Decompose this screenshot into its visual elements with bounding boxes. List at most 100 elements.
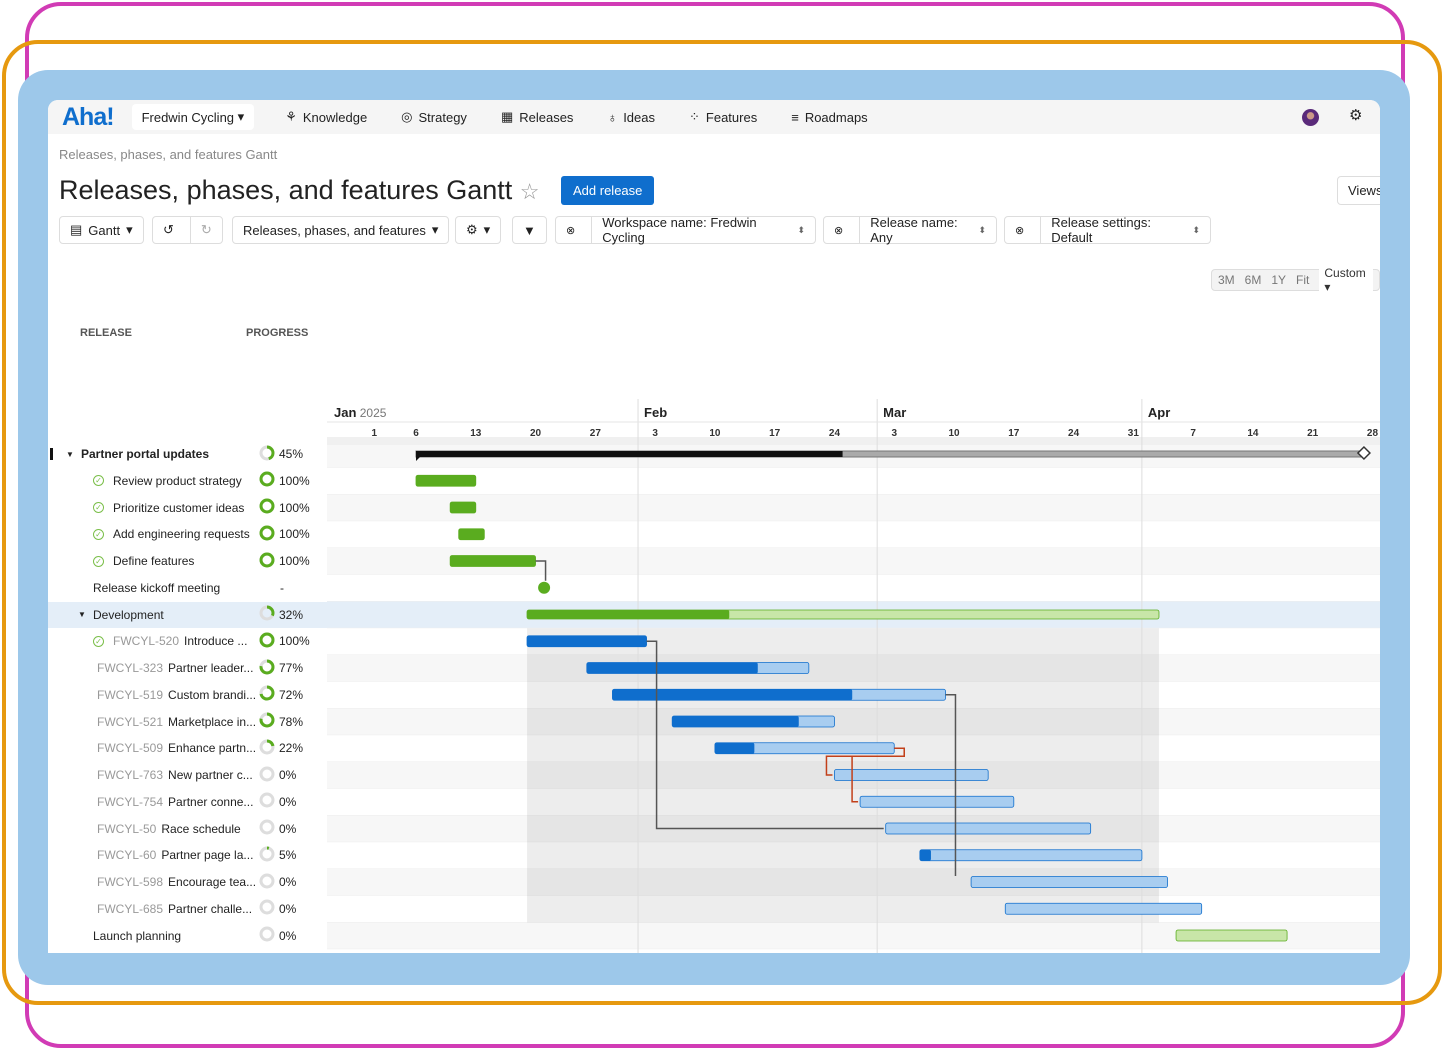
gear-icon: ⚙ xyxy=(466,222,478,237)
row-name: FWCYL-60 Partner page la... xyxy=(97,848,254,863)
gantt-view-dropdown[interactable]: ▤ Gantt ▾ xyxy=(59,216,144,244)
bar-progress xyxy=(527,610,730,619)
list-item[interactable]: FWCYL-60 Partner page la... 5% xyxy=(48,842,327,868)
gantt-svg: Jan 2025 Feb Mar Apr 1 6 13 20 27 3 10 17 24 3 10 17 24 3… xyxy=(327,262,1380,953)
nav-features[interactable]: ⁘ Features xyxy=(689,109,758,125)
views-button[interactable]: Views xyxy=(1337,176,1380,205)
feature-bar xyxy=(834,769,989,781)
decorative-frame xyxy=(2,40,1442,1005)
workspace-selector[interactable]: Fredwin Cycling ▾ xyxy=(131,104,255,130)
undo-icon[interactable]: ↺ xyxy=(163,222,174,237)
zoom-controls: 3M 6M 1Y Fit Custom ▾ xyxy=(1211,264,1380,296)
progress-indicator: 0% xyxy=(259,819,296,838)
dependency-arrow xyxy=(851,747,905,803)
progress-ring-icon xyxy=(259,445,275,464)
row-name: Add engineering requests xyxy=(113,527,250,542)
clear-filter-icon[interactable]: ⊗ xyxy=(1015,224,1025,237)
row-name: Launch planning xyxy=(93,928,182,943)
row-name: FWCYL-50 Race schedule xyxy=(97,821,241,836)
row-name: FWCYL-685 Partner challe... xyxy=(97,901,253,916)
bar-progress xyxy=(612,689,853,701)
clear-filter-icon[interactable]: ⊗ xyxy=(834,224,844,237)
filter-chip: ⊗ Workspace name: Fredwin Cycling ⬍ xyxy=(555,215,816,245)
add-release-button[interactable]: Add release xyxy=(561,176,655,205)
nav-knowledge[interactable]: ⚘ Knowledge xyxy=(285,109,368,125)
favorite-star-icon[interactable]: ☆ xyxy=(519,179,540,204)
list-item[interactable]: Release kickoff meeting - xyxy=(48,575,327,601)
list-item[interactable]: Feature complete- xyxy=(48,949,327,953)
phase-bar xyxy=(1175,929,1288,942)
breadcrumb[interactable]: Releases, phases, and features Gantt xyxy=(59,147,278,162)
app-window: Aha! Fredwin Cycling ▾ ⚘ Knowledge ◎ Strate… xyxy=(48,100,1380,953)
collapse-caret-icon[interactable]: ▼ xyxy=(66,449,74,459)
completed-check-icon: ✓ xyxy=(93,635,104,647)
bar-progress xyxy=(458,528,485,540)
row-stripe xyxy=(327,628,1380,655)
avatar[interactable] xyxy=(1302,109,1319,126)
tick-label: 3 xyxy=(652,428,658,439)
nav-strategy[interactable]: ◎ Strategy xyxy=(401,109,467,125)
zoom-1y[interactable]: 1Y xyxy=(1271,273,1287,287)
tick-label: 20 xyxy=(530,428,542,439)
list-item[interactable]: ✓ Define features 100% xyxy=(48,548,327,574)
zoom-custom-dropdown[interactable]: Custom ▾ xyxy=(1319,264,1373,296)
settings-gear-icon[interactable]: ⚙ xyxy=(1349,107,1363,124)
list-item[interactable]: FWCYL-509 Enhance partn... 22% xyxy=(48,735,327,761)
list-item[interactable]: FWCYL-685 Partner challe... 0% xyxy=(48,896,327,922)
row-stripe xyxy=(327,655,1380,682)
row-name: FWCYL-520 Introduce ... xyxy=(113,634,248,649)
list-item[interactable]: ▼ Partner portal updates 45% xyxy=(48,441,327,467)
filter-dropdown[interactable]: Workspace name: Fredwin Cycling ⬍ xyxy=(591,215,815,245)
list-item[interactable]: FWCYL-50 Race schedule 0% xyxy=(48,816,327,842)
row-name: Release kickoff meeting xyxy=(93,580,221,595)
row-stripe xyxy=(327,842,1380,869)
row-stripe xyxy=(327,708,1380,736)
view-type-dropdown[interactable]: Releases, phases, and features ▾ xyxy=(232,216,450,244)
top-nav: Aha! Fredwin Cycling ▾ ⚘ Knowledge ◎ Strate… xyxy=(48,100,1380,134)
clear-filter-icon[interactable]: ⊗ xyxy=(566,224,576,237)
progress-indicator: 22% xyxy=(259,739,303,758)
row-name: Development xyxy=(93,607,164,622)
collapse-caret-icon[interactable]: ▼ xyxy=(78,610,86,619)
progress-indicator: 100% xyxy=(259,471,310,490)
nav-releases[interactable]: ▦ Releases xyxy=(500,109,574,125)
list-item[interactable]: ✓ FWCYL-520 Introduce ... 100% xyxy=(48,628,327,654)
tick-label: 31 xyxy=(1128,428,1140,439)
list-item[interactable]: FWCYL-598 Encourage tea... 0% xyxy=(48,869,327,895)
filter-dropdown[interactable]: Release settings: Default ⬍ xyxy=(1040,215,1210,245)
progress-indicator: 78% xyxy=(259,712,303,731)
list-item[interactable]: FWCYL-763 New partner c... 0% xyxy=(48,762,327,788)
progress-ring-icon xyxy=(259,712,275,731)
list-item[interactable]: FWCYL-323 Partner leader... 77% xyxy=(48,655,327,681)
row-name: Partner portal updates xyxy=(81,447,210,461)
feature-bar xyxy=(859,795,1015,808)
logo[interactable]: Aha! xyxy=(62,102,115,131)
zoom-6m[interactable]: 6M xyxy=(1244,273,1262,287)
list-item[interactable]: ✓ Prioritize customer ideas 100% xyxy=(48,495,327,521)
tick-label: 10 xyxy=(948,428,960,439)
progress-indicator: 0% xyxy=(259,792,296,811)
list-item[interactable]: FWCYL-521 Marketplace in... 78% xyxy=(48,709,327,735)
tick-label: 7 xyxy=(1190,428,1196,439)
list-item[interactable]: ✓ Review product strategy 100% xyxy=(48,468,327,494)
list-item[interactable]: FWCYL-519 Custom brandi... 72% xyxy=(48,682,327,708)
row-name: FWCYL-509 Enhance partn... xyxy=(97,741,257,756)
list-item[interactable]: FWCYL-754 Partner conne... 0% xyxy=(48,789,327,815)
tick-label: 14 xyxy=(1247,428,1259,439)
nav-ideas[interactable]: ♁ Ideas xyxy=(607,109,655,125)
zoom-3m[interactable]: 3M xyxy=(1218,273,1235,287)
row-name: FWCYL-598 Encourage tea... xyxy=(97,875,257,889)
redo-icon[interactable]: ↻ xyxy=(189,217,222,243)
lightbulb-icon: ♁ xyxy=(607,109,618,125)
filter-dropdown[interactable]: Release name: Any ⬍ xyxy=(859,215,996,245)
settings-dropdown[interactable]: ⚙ ▾ xyxy=(455,216,502,244)
list-item[interactable]: Launch planning 0% xyxy=(48,923,327,949)
nav-roadmaps[interactable]: ≡ Roadmaps xyxy=(791,109,868,125)
row-stripe xyxy=(327,574,1380,602)
filter-button[interactable]: ▼ xyxy=(512,216,547,244)
zoom-fit[interactable]: Fit xyxy=(1296,273,1310,287)
list-item[interactable]: ✓ Add engineering requests 100% xyxy=(48,521,327,547)
progress-ring-icon xyxy=(259,739,275,758)
list-item[interactable]: ▼ Development 32% xyxy=(48,601,327,628)
undo-redo-group: ↺ ↻ xyxy=(152,216,223,244)
